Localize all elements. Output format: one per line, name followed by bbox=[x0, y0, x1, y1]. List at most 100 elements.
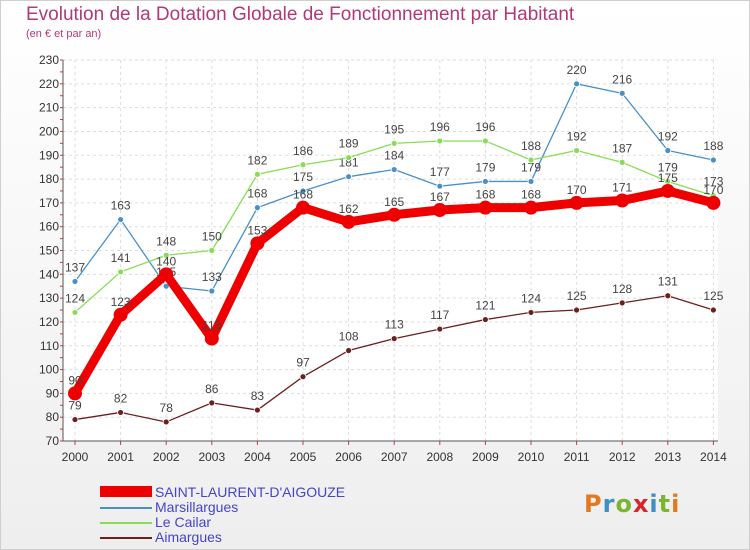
data-label: 179 bbox=[475, 160, 495, 174]
data-label: 82 bbox=[114, 391, 128, 405]
data-label: 168 bbox=[293, 188, 313, 202]
data-label: 86 bbox=[205, 382, 219, 396]
data-point bbox=[436, 137, 444, 145]
data-point bbox=[71, 278, 79, 285]
data-label: 124 bbox=[65, 291, 85, 305]
data-point bbox=[573, 80, 580, 88]
data-label: 177 bbox=[430, 165, 450, 179]
data-label: 192 bbox=[567, 129, 587, 143]
data-label: 179 bbox=[658, 160, 678, 174]
data-point bbox=[573, 147, 580, 154]
data-label: 220 bbox=[567, 63, 587, 77]
data-point bbox=[615, 193, 630, 208]
data-label: 168 bbox=[247, 187, 267, 201]
data-label: 168 bbox=[521, 188, 541, 202]
data-point bbox=[159, 267, 174, 282]
y-tick-label: 220 bbox=[39, 77, 59, 91]
chart-title: Evolution de la Dotation Globale de Fonc… bbox=[26, 4, 575, 25]
data-point bbox=[618, 158, 626, 166]
data-point bbox=[204, 331, 219, 346]
data-label: 133 bbox=[202, 270, 222, 284]
data-label: 79 bbox=[68, 399, 82, 413]
data-label: 188 bbox=[521, 139, 541, 153]
data-label: 182 bbox=[247, 153, 267, 167]
legend-swatch bbox=[100, 507, 152, 509]
x-tick-label: 2011 bbox=[564, 450, 590, 464]
data-label: 128 bbox=[612, 282, 632, 296]
x-tick-label: 2010 bbox=[518, 450, 545, 464]
data-point bbox=[390, 139, 398, 147]
x-tick-label: 2008 bbox=[426, 450, 453, 464]
logo-letter: i bbox=[649, 490, 659, 518]
data-point bbox=[569, 195, 584, 210]
y-tick-label: 120 bbox=[39, 315, 59, 329]
data-point bbox=[527, 156, 535, 164]
data-point bbox=[618, 89, 626, 97]
data-point bbox=[250, 236, 265, 251]
y-tick-label: 150 bbox=[39, 244, 59, 258]
data-point bbox=[436, 325, 444, 333]
x-tick-label: 2012 bbox=[609, 450, 636, 464]
y-tick-label: 200 bbox=[39, 124, 59, 138]
data-point bbox=[113, 307, 128, 322]
data-point bbox=[390, 166, 398, 173]
data-point bbox=[299, 161, 307, 169]
legend-label: SAINT-LAURENT-D'AIGOUZE bbox=[155, 484, 346, 500]
x-tick-label: 2013 bbox=[654, 450, 681, 464]
data-label: 186 bbox=[293, 144, 313, 158]
data-label: 123 bbox=[111, 295, 131, 309]
data-label: 125 bbox=[703, 289, 723, 303]
data-point bbox=[481, 316, 489, 323]
data-label: 170 bbox=[567, 183, 587, 197]
data-point bbox=[299, 187, 307, 195]
data-point bbox=[706, 195, 721, 210]
data-label: 78 bbox=[160, 401, 174, 415]
y-tick-label: 160 bbox=[39, 220, 59, 234]
x-tick-label: 2006 bbox=[335, 450, 362, 464]
data-label: 150 bbox=[202, 230, 222, 244]
data-point bbox=[341, 214, 356, 229]
data-point bbox=[208, 287, 216, 295]
legend-label: Le Cailar bbox=[155, 514, 212, 530]
y-tick-label: 180 bbox=[39, 172, 59, 186]
data-point bbox=[524, 200, 538, 215]
data-point bbox=[208, 399, 216, 407]
data-label: 196 bbox=[430, 120, 450, 134]
data-point bbox=[68, 386, 82, 401]
legend-swatch bbox=[100, 486, 152, 497]
proxiti-logo: Proxiti bbox=[584, 490, 680, 518]
data-label: 170 bbox=[703, 183, 723, 197]
data-label: 179 bbox=[521, 160, 541, 174]
data-point bbox=[162, 251, 170, 259]
data-point bbox=[481, 178, 489, 185]
data-label: 188 bbox=[703, 139, 723, 153]
logo-letter: i bbox=[671, 490, 681, 518]
data-label: 196 bbox=[475, 120, 495, 134]
data-label: 165 bbox=[384, 195, 404, 209]
data-point bbox=[527, 178, 535, 185]
data-point bbox=[162, 418, 170, 426]
y-tick-label: 230 bbox=[39, 53, 59, 67]
x-tick-label: 2007 bbox=[381, 450, 408, 464]
data-point bbox=[299, 373, 307, 381]
data-label: 163 bbox=[111, 199, 131, 213]
data-label: 97 bbox=[296, 356, 310, 370]
x-tick-label: 2014 bbox=[700, 450, 727, 464]
data-point bbox=[387, 207, 402, 222]
data-point bbox=[664, 147, 672, 154]
data-point bbox=[710, 306, 717, 314]
data-label: 189 bbox=[339, 137, 359, 151]
data-label: 216 bbox=[612, 72, 632, 86]
data-point bbox=[660, 183, 675, 198]
data-point bbox=[345, 154, 353, 162]
data-point bbox=[390, 335, 398, 343]
logo-letter: r bbox=[602, 490, 616, 518]
y-tick-label: 130 bbox=[39, 291, 59, 305]
data-label: 117 bbox=[430, 308, 449, 322]
data-point bbox=[253, 204, 261, 212]
data-label: 173 bbox=[703, 175, 723, 189]
data-point bbox=[710, 156, 717, 164]
data-label: 121 bbox=[475, 299, 495, 313]
data-point bbox=[436, 182, 444, 190]
logo-letter: x bbox=[632, 490, 650, 518]
